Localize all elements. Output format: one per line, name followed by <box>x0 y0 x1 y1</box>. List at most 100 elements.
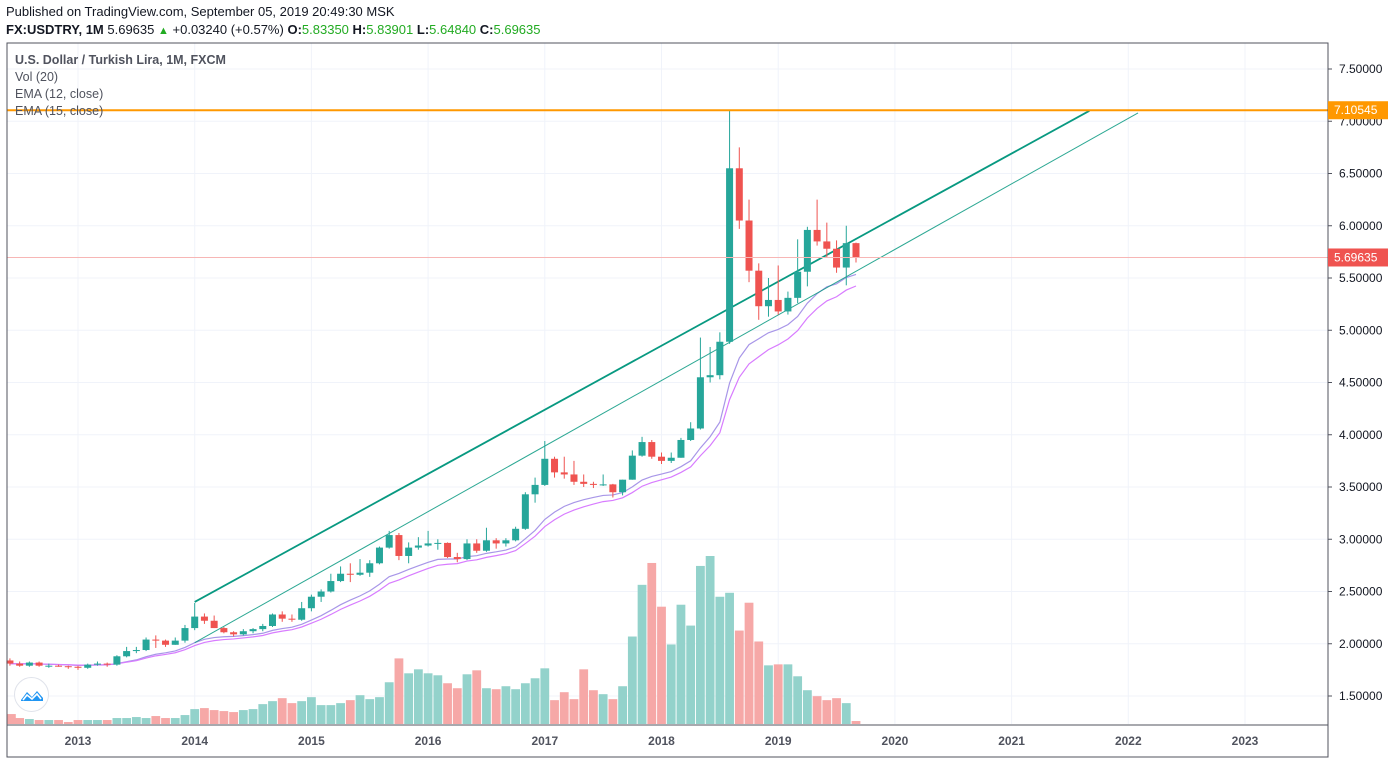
candle-body <box>687 428 695 440</box>
candle-body <box>220 628 228 633</box>
volume-bar <box>268 701 277 724</box>
candle-body <box>764 299 772 307</box>
candle-body <box>288 618 296 620</box>
volume-bar <box>297 701 307 724</box>
legend-ema-15[interactable]: EMA (15, close) <box>15 104 104 118</box>
volume-bar <box>161 718 170 724</box>
volume-bar <box>754 641 764 724</box>
candle-body <box>774 299 782 312</box>
volume-bar <box>520 683 530 724</box>
volume-bar <box>394 658 404 724</box>
candle-body <box>424 543 432 546</box>
volume-bar <box>423 673 433 724</box>
volume-bar <box>540 668 550 724</box>
volume-bar <box>345 700 355 724</box>
legend-volume[interactable]: Vol (20) <box>15 70 59 84</box>
candle-body <box>16 663 24 666</box>
volume-bar <box>608 699 618 724</box>
x-tick-label: 2018 <box>648 734 675 748</box>
volume-bar <box>287 703 297 724</box>
volume-bar <box>501 686 511 724</box>
volume-bar <box>793 676 803 724</box>
candle-body <box>794 271 802 298</box>
chart-legend: U.S. Dollar / Turkish Lira, 1M, FXCM Vol… <box>15 52 226 120</box>
horizontal-line-price-label: 7.10545 <box>1334 103 1378 117</box>
candle-body <box>405 547 413 556</box>
candle-body <box>123 651 131 657</box>
candle-body <box>230 632 238 635</box>
candle-body <box>375 547 383 564</box>
candle-body <box>512 528 520 541</box>
trend-line <box>194 112 1139 644</box>
tradingview-logo-icon[interactable] <box>14 677 49 712</box>
volume-bar <box>491 689 501 724</box>
y-tick-label: 4.50000 <box>1339 376 1383 390</box>
legend-ema-12[interactable]: EMA (12, close) <box>15 87 104 101</box>
volume-bar <box>822 700 832 724</box>
volume-bar <box>112 718 122 724</box>
candle-body <box>210 620 218 629</box>
candle-body <box>463 543 471 560</box>
candle-body <box>162 640 170 645</box>
candle-body <box>35 662 43 666</box>
candle-body <box>200 616 208 621</box>
volume-bar <box>34 720 44 724</box>
candle-body <box>842 243 850 268</box>
candle-body <box>619 479 627 493</box>
volume-bar <box>83 720 93 724</box>
candle-body <box>132 650 140 652</box>
candle-body <box>239 631 247 635</box>
volume-bar <box>180 715 190 724</box>
volume-bar <box>666 644 676 724</box>
candle-body <box>648 442 656 457</box>
candle-body <box>726 168 734 342</box>
candle-body <box>784 297 792 312</box>
candle-body <box>317 591 325 597</box>
candle-body <box>541 458 549 485</box>
candle-body <box>337 573 345 582</box>
candle-body <box>93 663 101 665</box>
candle-body <box>482 540 490 551</box>
volume-bar <box>170 718 180 724</box>
x-tick-label: 2021 <box>998 734 1025 748</box>
volume-bar <box>637 584 647 724</box>
candle-body <box>667 457 675 461</box>
candle-body <box>25 662 33 666</box>
volume-bar <box>657 606 666 724</box>
volume-bar <box>326 705 336 724</box>
candle-body <box>45 665 53 667</box>
x-tick-label: 2015 <box>298 734 325 748</box>
candle-body <box>346 573 354 575</box>
volume-bar <box>511 689 521 724</box>
candle-body <box>453 557 461 560</box>
volume-bar <box>841 703 851 724</box>
volume-bar <box>54 720 63 724</box>
candle-body <box>74 666 82 668</box>
x-tick-label: 2023 <box>1232 734 1259 748</box>
volume-bar <box>7 714 16 724</box>
candle-body <box>64 666 72 668</box>
candle-body <box>677 439 685 458</box>
last-price-label: 5.69635 <box>1334 250 1378 264</box>
ema-15-line <box>9 285 857 666</box>
last-price-label-bg <box>1328 248 1388 267</box>
volume-bar <box>598 694 608 724</box>
price-change: +0.03240 (+0.57%) <box>172 22 284 37</box>
candle-body <box>249 629 257 632</box>
volume-bar <box>44 720 54 724</box>
candle-body <box>171 640 179 645</box>
y-tick-label: 1.50000 <box>1339 689 1383 703</box>
volume-bar <box>413 669 423 724</box>
candle-body <box>278 614 286 619</box>
volume-bar <box>482 688 491 724</box>
candle-body <box>6 660 14 664</box>
volume-bar <box>783 664 793 724</box>
candle-body <box>356 572 364 575</box>
volume-bar <box>715 596 725 724</box>
candle-body <box>551 458 559 473</box>
candle-body <box>191 616 199 629</box>
volume-bar <box>151 716 161 724</box>
candle-body <box>803 229 811 272</box>
volume-bar <box>802 690 812 724</box>
